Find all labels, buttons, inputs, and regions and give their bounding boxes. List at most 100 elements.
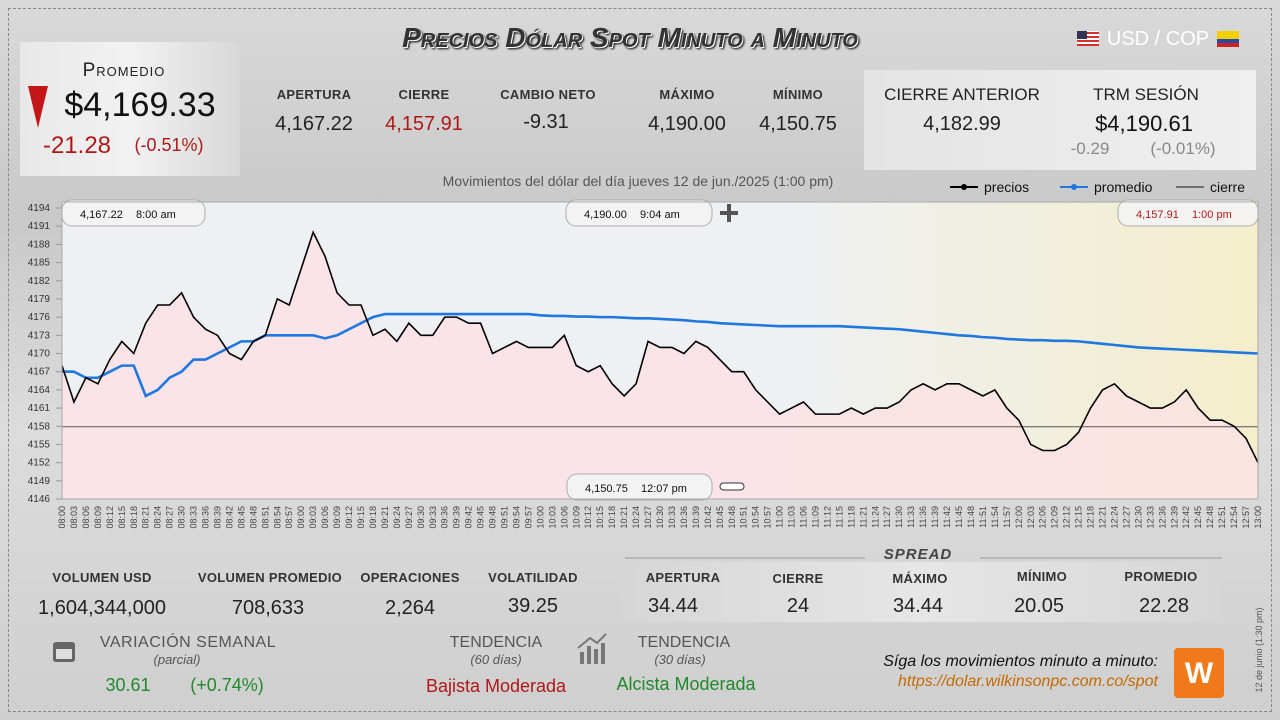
x-tick-label: 08:21 [141,506,151,529]
session-box [864,70,1256,170]
x-tick-label: 09:54 [511,506,521,529]
x-tick-label: 11:12 [822,506,832,528]
y-tick-label: 4167 [28,367,51,378]
legend-marker [961,184,967,190]
annotation-time: 8:00 am [136,209,176,221]
y-tick-label: 4161 [28,403,51,414]
x-tick-label: 11:57 [1002,506,1012,528]
x-tick-label: 12:33 [1145,506,1155,529]
x-tick-label: 11:27 [882,506,892,528]
x-tick-label: 08:00 [57,506,67,529]
volume-label: VOLATILIDAD [488,570,578,585]
down-arrow [28,86,48,128]
x-tick-label: 09:09 [332,506,342,529]
volume-value: 708,633 [231,597,305,619]
trend-label: TENDENCIA [637,634,731,651]
x-tick-label: 10:00 [535,506,545,529]
x-tick-label: 08:15 [117,506,127,529]
x-tick-label: 12:45 [1193,506,1203,529]
x-tick-label: 12:54 [1229,506,1239,529]
x-tick-label: 08:42 [224,506,234,529]
annotation-box [566,473,713,501]
x-tick-label: 09:24 [392,506,402,529]
x-tick-label: 11:39 [930,506,940,528]
volume-value: 2,264 [384,597,436,619]
legend-label: cierre [1210,179,1245,195]
volume-label: VOLUMEN PROMEDIO [197,570,343,585]
y-tick-label: 4182 [28,276,51,287]
x-tick-label: 11:45 [954,506,964,528]
x-tick-label: 12:30 [1133,506,1143,529]
x-tick-label: 10:09 [571,506,581,529]
x-tick-label: 10:21 [619,506,629,529]
stat-value: -9.31 [523,111,569,133]
spread-label: CIERRE [772,571,824,586]
annotation-value: 4,157.91 [1136,209,1179,221]
x-tick-label: 12:42 [1181,506,1191,529]
stat-value: 4,190.00 [648,113,726,135]
spread-value: 24 [786,595,810,617]
x-tick-label: 12:27 [1121,506,1131,529]
x-tick-label: 10:48 [727,506,737,529]
x-tick-label: 11:51 [978,506,988,528]
x-tick-label: 10:51 [739,506,749,529]
x-tick-label: 10:03 [547,506,557,529]
stat-label: MÍNIMO [772,87,824,102]
y-tick-label: 4188 [28,239,51,250]
annotation-value: 4,150.75 [585,483,628,495]
page-title: Precios Dólar Spot Minuto a Minuto [402,22,858,53]
annotation-box [565,199,713,227]
x-tick-label: 12:36 [1157,506,1167,529]
trm-change: -0.29 [1070,139,1110,158]
stat-label: APERTURA [276,87,352,102]
trend-sub: (30 días) [654,652,706,667]
trm-value: $4,190.61 [1095,111,1193,136]
scroll-icon [719,482,745,491]
x-tick-label: 08:33 [189,506,199,529]
x-tick-label: 12:06 [1038,506,1048,529]
x-tick-label: 09:57 [523,506,533,529]
x-tick-label: 09:27 [404,506,414,529]
x-tick-label: 09:51 [500,506,510,529]
plot-border [61,201,1259,500]
x-tick-label: 12:48 [1205,506,1215,529]
x-tick-label: 11:33 [906,506,916,528]
x-tick-label: 11:15 [834,506,844,528]
x-tick-label: 10:57 [763,506,773,529]
previous-value: 4,182.99 [923,113,1001,135]
x-tick-label: 10:54 [751,506,761,529]
spread-value: 22.28 [1138,595,1190,617]
x-tick-label: 08:39 [212,506,222,529]
x-tick-label: 11:48 [966,506,976,528]
previous-label: CIERRE ANTERIOR [884,85,1040,104]
x-tick-label: 10:36 [679,506,689,529]
side-note: 12 de junio (1:30 pm) [1254,607,1264,692]
trend-value: Alcista Moderada [616,674,756,694]
summary-change-pct: (-0.51%) [134,135,204,155]
annotation-value: 4,190.00 [584,209,627,221]
spread-title: SPREAD [883,546,953,563]
y-tick-label: 4170 [28,349,51,360]
x-tick-label: 08:06 [81,506,91,529]
stat-label: CAMBIO NETO [500,87,596,102]
y-tick-label: 4155 [28,439,51,450]
y-tick-label: 4164 [28,385,51,396]
x-tick-label: 08:18 [129,506,139,529]
spread-box [622,562,1222,622]
stat-label: CIERRE [398,87,450,102]
x-tick-label: 09:06 [320,506,330,529]
x-tick-label: 13:00 [1253,506,1263,529]
x-tick-label: 11:03 [787,506,797,528]
annotation-value: 4,167.22 [80,209,123,221]
x-tick-label: 11:09 [810,506,820,528]
logo: W [1174,648,1224,698]
annotation-time: 1:00 pm [1192,209,1232,221]
x-tick-label: 10:39 [691,506,701,529]
legend-label: promedio [1094,179,1153,195]
x-tick-label: 09:39 [452,506,462,529]
trm-change-pct: (-0.01%) [1150,139,1216,158]
x-tick-label: 10:27 [643,506,653,529]
footer-url[interactable]: https://dolar.wilkinsonpc.com.co/spot [898,673,1158,690]
chart-title: Movimientos del dólar del día jueves 12 … [443,173,834,189]
y-tick-label: 4176 [28,312,51,323]
